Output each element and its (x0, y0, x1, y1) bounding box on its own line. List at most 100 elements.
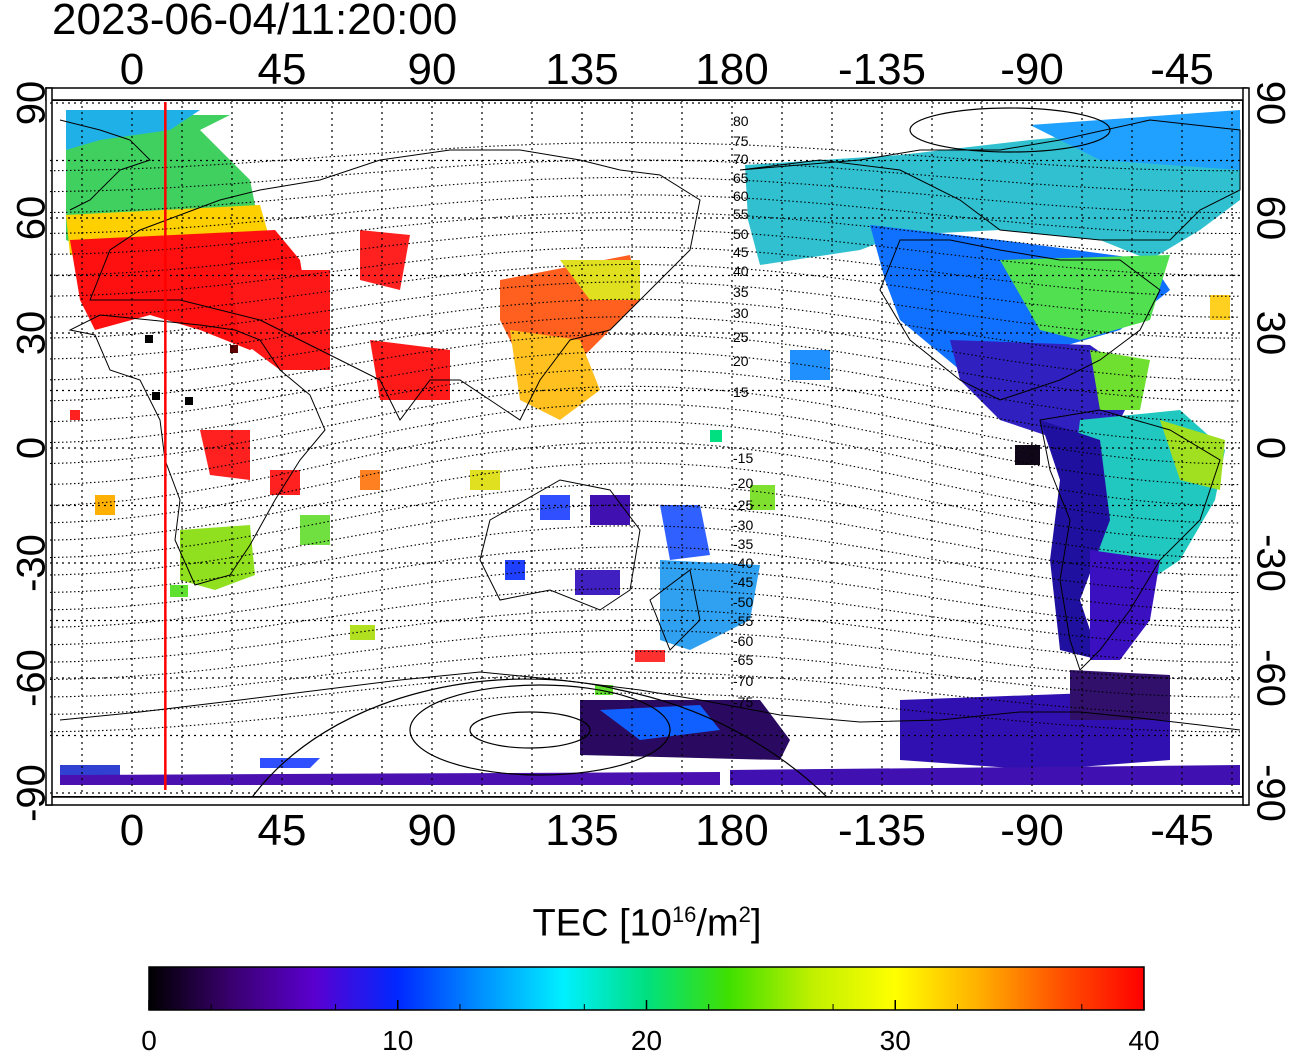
mlat-contour (50, 350, 1240, 423)
coast-scandinavia (59, 119, 151, 211)
contour-label: -15 (733, 450, 753, 466)
mlat-contour (50, 142, 1240, 172)
colorbar-title: TEC [1016/m2] (0, 902, 1294, 946)
mlat-contour (50, 263, 1240, 318)
top-lon-tick-label: 180 (695, 45, 768, 94)
contour-label: -40 (733, 555, 753, 571)
tec-cell (350, 625, 375, 640)
contour-label: 40 (733, 263, 749, 279)
timestamp: 2023-06-04/11:20:00 (52, 0, 458, 44)
mlat-contour (50, 671, 1240, 715)
tec-cell (70, 410, 80, 420)
left-lat-tick-label: 90 (10, 81, 54, 126)
contour-label: -20 (733, 475, 753, 491)
colorbar-title-exponent: 16 (671, 902, 697, 927)
contour-label: 35 (733, 284, 749, 300)
tec-cell (790, 350, 830, 380)
tec-cell (1210, 295, 1230, 320)
top-lon-tick-label: 90 (408, 45, 457, 94)
bottom-lon-tick-label: -90 (1000, 806, 1064, 855)
contour-label: 50 (733, 226, 749, 242)
mlat-contour (50, 229, 1240, 276)
contour-label: 75 (733, 133, 749, 149)
contour-label: 65 (733, 170, 749, 186)
coast-south-america (1039, 409, 1221, 671)
bottom-lon-tick-label: 90 (408, 806, 457, 855)
top-lon-tick-label: 0 (120, 45, 144, 94)
left-lat-tick-label: 0 (10, 437, 54, 459)
colorbar-tick-label: 40 (1128, 1025, 1159, 1056)
contour-label: 45 (733, 244, 749, 260)
mlat-contour (50, 650, 1240, 698)
left-lat-tick-label: -60 (10, 649, 54, 707)
contour-label: -65 (733, 652, 753, 668)
mlat-contour (50, 692, 1240, 733)
colorbar-ticks: 0 10 20 30 40 (141, 1000, 1160, 1056)
bottom-lon-tick-label: 45 (258, 806, 307, 855)
magnetic-latitude-contours (50, 142, 1241, 733)
right-latitude-ticks: 90 60 30 0 -30 -60 -90 (1248, 81, 1292, 822)
contour-label: 25 (733, 329, 749, 345)
bottom-scale-bar (45, 796, 1248, 806)
mlat-contour (50, 462, 1240, 541)
magnetic-pole-contours (251, 107, 1111, 797)
mlat-contour (50, 194, 1240, 235)
left-lat-tick-label: 30 (10, 311, 54, 356)
colorbar-tick-label: 20 (631, 1025, 662, 1056)
right-scale-bar (1242, 87, 1250, 806)
contour-label: -70 (733, 673, 753, 689)
right-lat-tick-label: -60 (1248, 649, 1292, 707)
contour-label: 30 (733, 305, 749, 321)
tec-cell (540, 495, 570, 520)
pole-contour-inner (469, 711, 591, 749)
left-scale-bar (45, 87, 53, 806)
bottom-lon-tick-label: 135 (545, 806, 618, 855)
tec-cell (635, 650, 665, 662)
tec-cell (185, 397, 193, 405)
graticule (50, 100, 1243, 797)
tec-patch-argentina (1090, 550, 1160, 660)
tec-patch-antarctic-blue (600, 705, 720, 740)
mlat-contour (50, 483, 1240, 559)
tec-cell (750, 485, 775, 510)
tec-patch-andes (1040, 420, 1110, 660)
contour-label: -60 (733, 633, 753, 649)
tec-patch-north-africa (200, 430, 250, 480)
mlat-contour (50, 176, 1240, 214)
tec-cell (470, 470, 500, 490)
right-lat-tick-label: -30 (1248, 534, 1292, 592)
bottom-lon-tick-label: 180 (695, 806, 768, 855)
top-lon-tick-label: 45 (258, 45, 307, 94)
left-lat-tick-label: 60 (10, 196, 54, 241)
pole-contour-outer (251, 678, 828, 797)
contour-label: 20 (733, 353, 749, 369)
coast-north-america (739, 119, 1241, 401)
left-latitude-ticks: 90 60 30 0 -30 -60 -90 (10, 81, 54, 822)
tec-patch-usa-east (1000, 255, 1170, 340)
top-lon-tick-label: -45 (1150, 45, 1214, 94)
top-lon-tick-label: -135 (838, 45, 926, 94)
tec-patch-drake (1070, 670, 1170, 720)
tec-cell (360, 470, 380, 490)
contour-label: 60 (733, 188, 749, 204)
contour-label: -25 (733, 497, 753, 513)
tec-cell (590, 495, 630, 525)
right-lat-tick-label: 60 (1248, 196, 1292, 241)
colorbar-tick-label: 10 (382, 1025, 413, 1056)
coast-africa (68, 314, 326, 586)
mlat-contour (50, 246, 1241, 297)
mlat-contour (50, 385, 1241, 465)
tec-patch-south-africa (180, 525, 255, 590)
right-lat-tick-label: 30 (1248, 311, 1292, 356)
coast-new-zealand (649, 569, 701, 651)
colorbar-tick-label: 0 (141, 1025, 157, 1056)
contour-label: 80 (733, 113, 749, 129)
tec-cell (595, 685, 613, 695)
contour-label: 55 (733, 206, 749, 222)
mlat-contour (50, 629, 1240, 681)
tec-patch-south-edge-b (260, 758, 320, 768)
bottom-lon-tick-label: -135 (838, 806, 926, 855)
contour-label: -50 (733, 594, 753, 610)
mlat-contour (50, 211, 1240, 255)
